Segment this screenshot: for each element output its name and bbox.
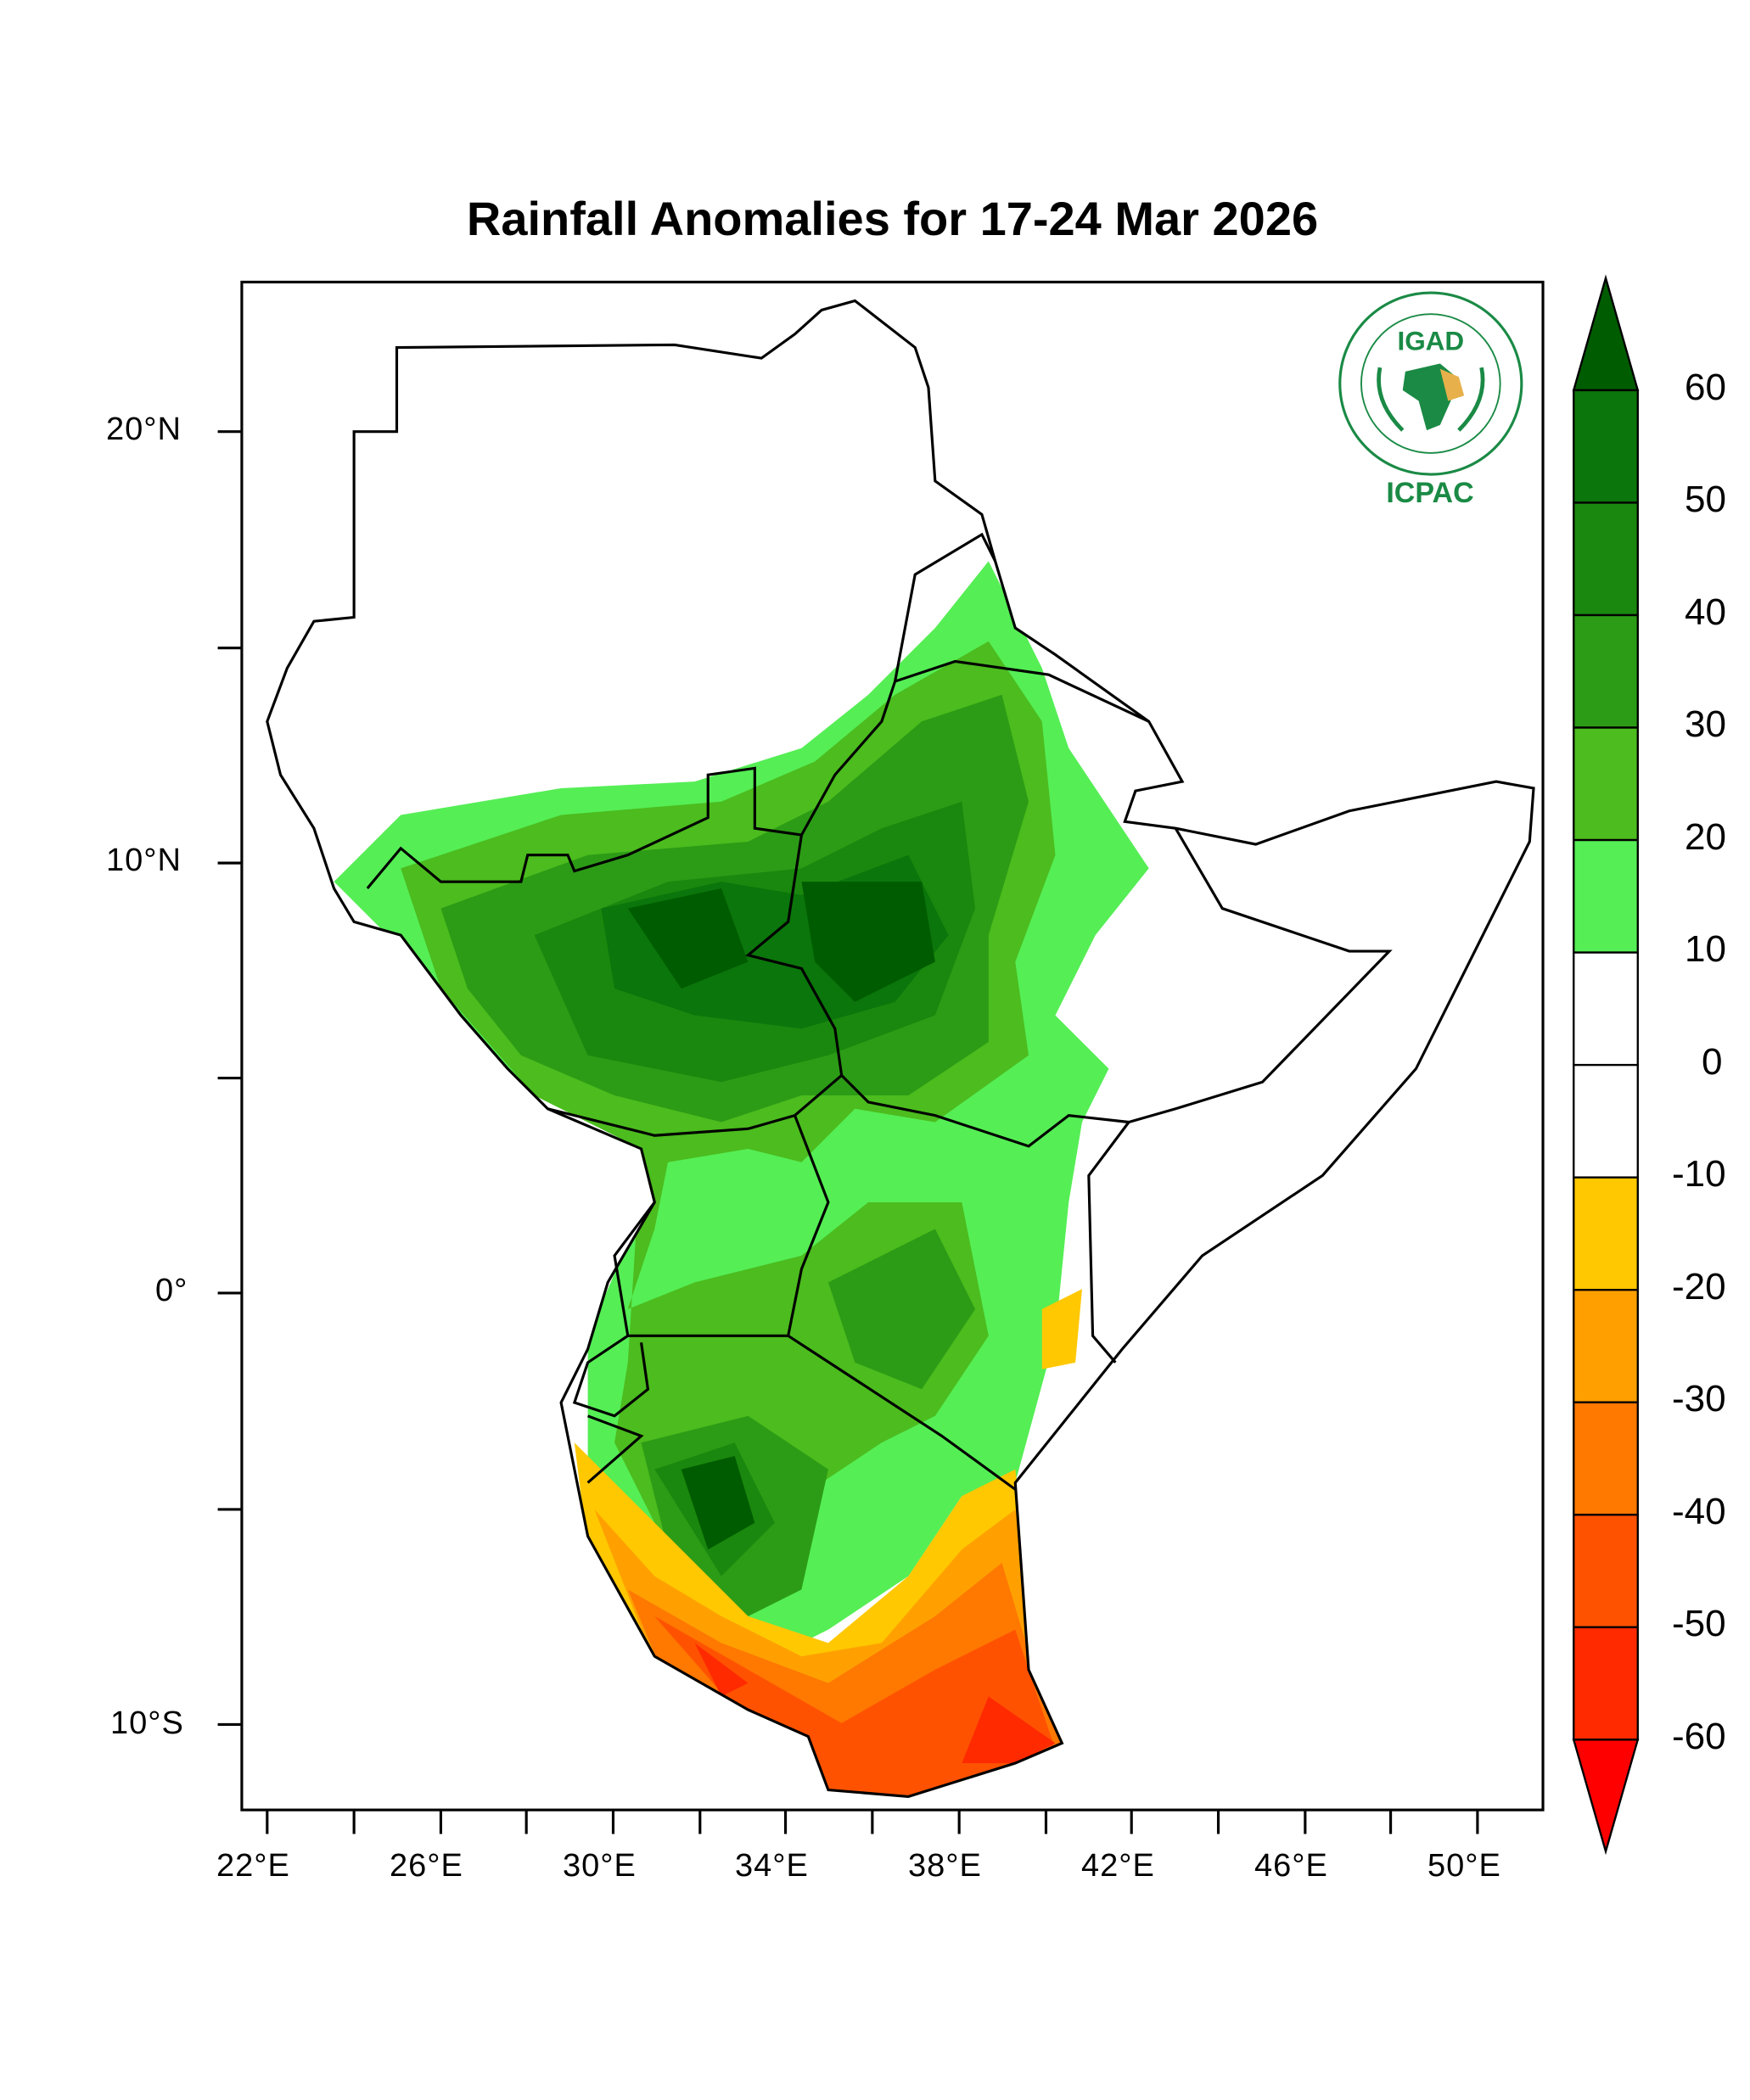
- map-title: Rainfall Anomalies for 17-24 Mar 2026: [466, 192, 1319, 245]
- colorbar-label: -40: [1672, 1490, 1726, 1532]
- anomaly-minus-60-50: [694, 1643, 1056, 1764]
- colorbar-segment: [1573, 1626, 1639, 1741]
- map-frame: [240, 280, 1545, 1812]
- country-borders: [266, 299, 1535, 1798]
- icpac-label: ICPAC: [1386, 477, 1474, 509]
- colorbar-label: 50: [1685, 479, 1726, 521]
- lon-label: 34°E: [735, 1848, 809, 1884]
- lon-label: 26°E: [390, 1848, 463, 1884]
- colorbar-label: -10: [1672, 1153, 1726, 1196]
- colorbar-label: -30: [1672, 1378, 1726, 1420]
- lon-label: 22°E: [216, 1848, 290, 1884]
- colorbar-underflow-triangle: [1572, 1739, 1640, 1856]
- lon-label: 38°E: [908, 1848, 982, 1884]
- colorbar-overflow-triangle: [1572, 274, 1640, 392]
- colorbar: [1572, 274, 1640, 1856]
- colorbar-label: 40: [1685, 591, 1726, 633]
- lon-label: 42°E: [1081, 1848, 1155, 1884]
- colorbar-segment: [1573, 838, 1639, 954]
- colorbar-segment: [1573, 1514, 1639, 1628]
- colorbar-segment: [1573, 1401, 1639, 1516]
- anomaly-field: [334, 561, 1149, 1797]
- colorbar-label: -60: [1672, 1715, 1726, 1757]
- colorbar-segment: [1573, 389, 1639, 504]
- anomaly-minus-50-40: [654, 1616, 1056, 1797]
- colorbar-label: 10: [1685, 928, 1726, 971]
- colorbar-segment: [1573, 951, 1639, 1067]
- lon-label: 30°E: [563, 1848, 637, 1884]
- colorbar-segment: [1573, 726, 1639, 842]
- colorbar-label: -50: [1672, 1603, 1726, 1645]
- colorbar-label: 30: [1685, 703, 1726, 746]
- colorbar-label: 20: [1685, 815, 1726, 858]
- lat-label: 10°N: [106, 843, 182, 878]
- lat-label: 20°N: [106, 412, 182, 447]
- lat-label: 0°: [155, 1273, 188, 1308]
- igad-logo: IGAD: [1338, 291, 1523, 476]
- colorbar-segment: [1573, 613, 1639, 729]
- anomaly-60-plus: [627, 882, 935, 1550]
- lat-label: 10°S: [110, 1705, 184, 1741]
- lon-label: 46°E: [1254, 1848, 1328, 1884]
- colorbar-label: -20: [1672, 1265, 1726, 1308]
- axis-ticks: [217, 430, 1479, 1834]
- colorbar-segment: [1573, 501, 1639, 617]
- colorbar-segment: [1573, 1063, 1639, 1179]
- colorbar-label: 60: [1685, 366, 1726, 408]
- colorbar-segment: [1573, 1176, 1639, 1291]
- lon-label: 50°E: [1427, 1848, 1501, 1884]
- colorbar-segment: [1573, 1289, 1639, 1403]
- colorbar-label: 0: [1702, 1040, 1723, 1083]
- svg-text:IGAD: IGAD: [1397, 327, 1464, 356]
